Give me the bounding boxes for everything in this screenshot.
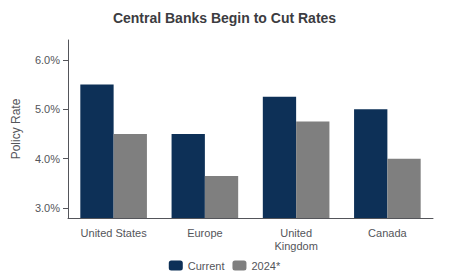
- svg-text:3.0%: 3.0%: [35, 202, 60, 214]
- svg-text:Policy Rate: Policy Rate: [9, 98, 23, 159]
- svg-text:Europe: Europe: [187, 227, 222, 239]
- svg-text:5.0%: 5.0%: [35, 103, 60, 115]
- svg-text:Kingdom: Kingdom: [274, 240, 317, 252]
- svg-text:United States: United States: [81, 227, 148, 239]
- svg-text:4.0%: 4.0%: [35, 153, 60, 165]
- svg-text:Central Banks Begin to Cut Rat: Central Banks Begin to Cut Rates: [113, 10, 336, 26]
- svg-text:Canada: Canada: [368, 227, 407, 239]
- svg-text:Current: Current: [188, 260, 225, 272]
- svg-text:2024*: 2024*: [251, 260, 280, 272]
- svg-text:6.0%: 6.0%: [35, 54, 60, 66]
- svg-text:United: United: [280, 227, 312, 239]
